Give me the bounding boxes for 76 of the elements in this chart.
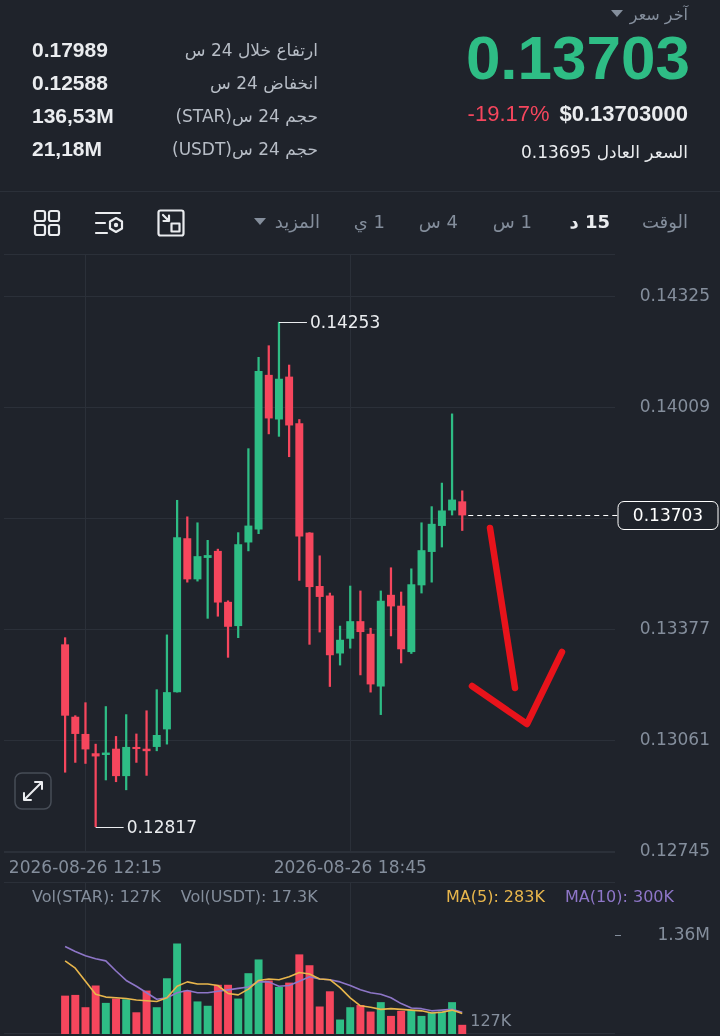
bar [325, 991, 334, 1034]
text: 15 د [569, 210, 610, 234]
bar [244, 973, 253, 1034]
text: المزيد [274, 210, 320, 235]
text: انخفاض 24 س [210, 72, 318, 95]
bar [183, 990, 192, 1034]
bar [458, 1024, 467, 1034]
text: 21,18M [32, 136, 103, 162]
text: ارتفاع خلال 24 س [184, 39, 318, 63]
y-tick-label: 0.12745 [639, 840, 710, 861]
text: MA(10): 300K [564, 887, 675, 907]
text: السعر العادل 0.13695 [521, 141, 688, 164]
text: آخر سعر [629, 4, 688, 24]
bar [264, 980, 273, 1034]
x-tick-label: 2026-08-26 18:45 [273, 856, 427, 877]
bar [234, 998, 243, 1034]
bar [366, 1011, 375, 1034]
y-tick-label: 0.13377 [639, 618, 710, 639]
bar [376, 1002, 385, 1034]
bar [346, 1007, 355, 1034]
bar [295, 954, 304, 1034]
text: 1 ي [353, 210, 385, 235]
annotation: 0.12817 [126, 816, 197, 837]
y-tick-label: 0.14325 [639, 285, 710, 306]
text: 1 س [492, 210, 532, 234]
y-tick-label: 1.36M [657, 923, 710, 944]
bar [112, 998, 120, 1034]
candlestick [81, 702, 90, 764]
bar [132, 1012, 141, 1034]
bar [315, 1006, 324, 1034]
text: MA(5): 283K [445, 887, 546, 907]
bar [101, 1002, 110, 1034]
annotation: Vol(STAR): 127K [32, 887, 162, 907]
bar [285, 982, 294, 1034]
bar [91, 985, 100, 1034]
bar [81, 1007, 90, 1034]
bar [203, 1005, 212, 1034]
y-tick-label: 0.14009 [639, 396, 710, 417]
candlestick [356, 590, 365, 676]
bar [71, 994, 80, 1034]
bar [122, 999, 131, 1034]
text: 0.12588 [32, 70, 108, 96]
text: 0.17989 [32, 37, 108, 63]
text: الوقت [641, 210, 688, 235]
annotation: 0.14253 [309, 311, 381, 332]
bar [152, 1007, 161, 1034]
bar [336, 1019, 345, 1034]
bar [224, 984, 233, 1034]
text: 0.13703 [465, 23, 690, 94]
bar [356, 1005, 365, 1034]
bar [173, 943, 182, 1034]
bar [254, 959, 263, 1034]
annotation: 127K [470, 1010, 512, 1030]
text: 4 س [418, 210, 458, 234]
bar [397, 1010, 406, 1034]
bar [213, 984, 222, 1034]
bar [387, 1015, 395, 1034]
x-tick-label: 2026-08-26 12:15 [8, 856, 163, 877]
bar [448, 1002, 457, 1034]
candlestick [244, 448, 253, 552]
bar [274, 986, 283, 1034]
bar [162, 978, 171, 1034]
text: $0.13703000 [559, 101, 688, 127]
text: حجم 24 س(STAR) [175, 105, 318, 128]
y-tick-label: 0.13061 [639, 729, 710, 750]
bar [142, 990, 151, 1034]
text: حجم 24 س(USDT) [172, 138, 318, 161]
ref-line-label: 0.13703 [632, 504, 704, 525]
bar [61, 995, 70, 1034]
bar [437, 1011, 446, 1034]
text: -19.17% [467, 101, 550, 127]
candlestick [132, 733, 141, 763]
annotation: Vol(USDT): 17.3K [180, 887, 319, 907]
bar [427, 1012, 436, 1034]
text: 136,53M [32, 103, 114, 129]
bar [407, 1010, 416, 1034]
